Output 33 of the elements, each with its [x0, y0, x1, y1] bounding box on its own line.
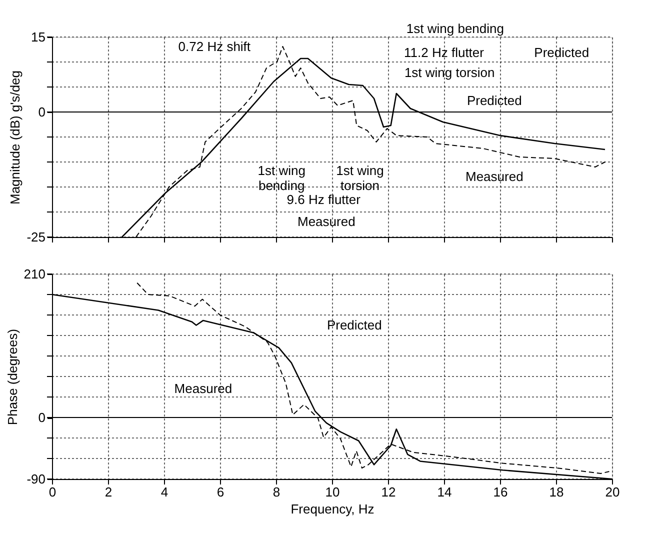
- x-tick-label: 8: [272, 484, 280, 500]
- annotation: 1st wing torsion: [404, 65, 495, 80]
- annotation: 9.6 Hz flutter: [286, 192, 362, 207]
- x-tick-label: 18: [549, 484, 564, 500]
- x-tick-label: 2: [104, 484, 112, 500]
- x-tick-label: 4: [160, 484, 168, 500]
- x-tick-label: 16: [493, 484, 508, 500]
- annotation: Predicted: [466, 93, 522, 108]
- annotation: Measured: [297, 214, 356, 229]
- y-tick-label: 0: [38, 104, 46, 120]
- y-tick-label: 210: [24, 266, 46, 282]
- annotation: 1st wing torsion: [336, 163, 384, 193]
- x-tick-label: 20: [605, 484, 620, 500]
- y-tick-label: -90: [26, 472, 46, 486]
- y-axis-title: Phase (degrees): [4, 328, 20, 426]
- y-tick-label: -25: [26, 230, 46, 244]
- y-axis-title: Magnitude (dB) g's/deg: [8, 70, 23, 205]
- x-tick-label: 12: [381, 484, 396, 500]
- x-tick-label: 6: [216, 484, 224, 500]
- x-tick-label: 14: [437, 484, 452, 500]
- annotation: Measured: [174, 380, 232, 396]
- annotation: Predicted: [534, 45, 590, 60]
- x-tick-label: 10: [325, 484, 340, 500]
- annotation: 0.72 Hz shift: [178, 39, 251, 54]
- annotation: 11.2 Hz flutter: [404, 45, 485, 60]
- annotation: 1st wing bending: [258, 163, 306, 193]
- annotation: Predicted: [326, 317, 382, 332]
- x-tick-label: 0: [48, 484, 56, 500]
- y-tick-label: 0: [38, 410, 46, 425]
- y-tick-label: 15: [31, 30, 46, 44]
- x-axis-title: Frequency, Hz: [290, 502, 374, 516]
- annotation: Measured: [465, 169, 524, 184]
- text: 1st wing bending: [406, 21, 504, 36]
